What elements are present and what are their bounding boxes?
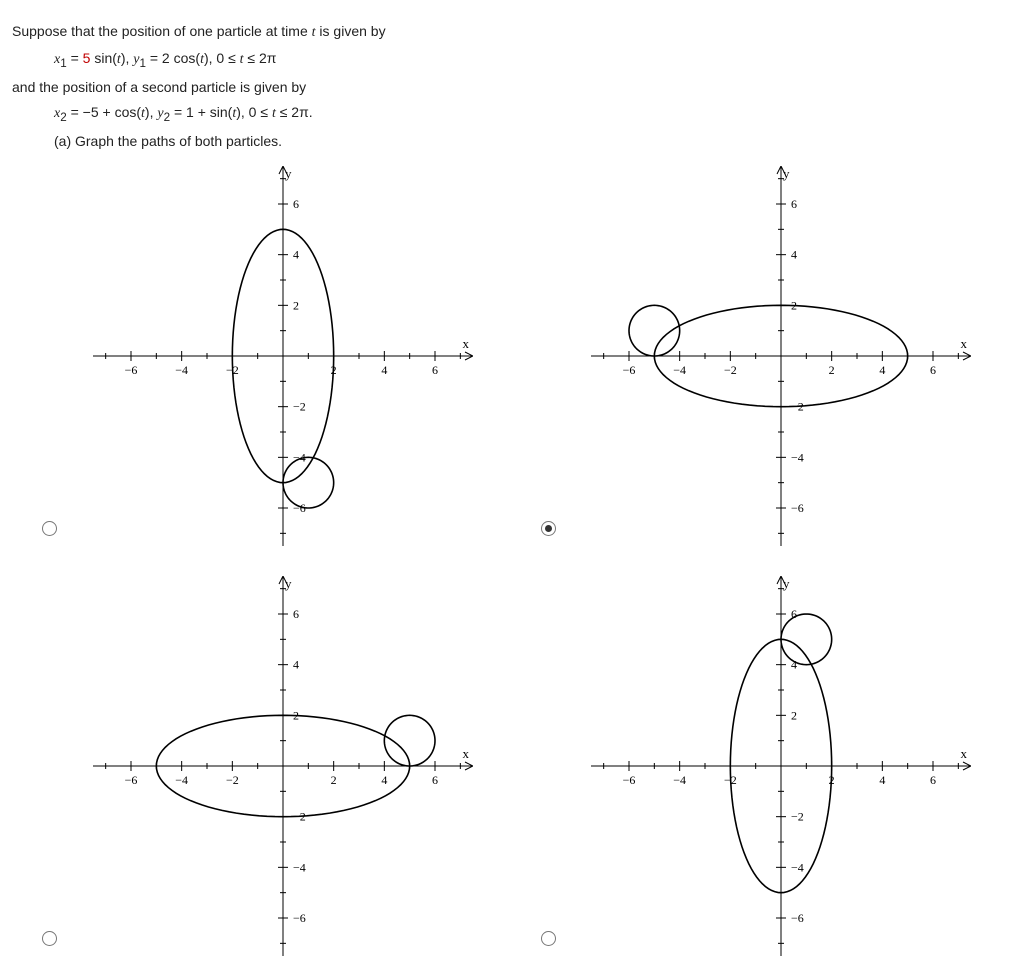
- svg-text:−6: −6: [623, 363, 636, 377]
- svg-text:4: 4: [381, 363, 387, 377]
- options-grid: −6 −6 −4 −4 −2 −2 2 2 4 4 6 6 x y −6 −6 −4 −4 −2 −2 2 2 4 4 6 6 x…: [12, 166, 1001, 956]
- svg-text:2: 2: [293, 298, 299, 312]
- svg-text:6: 6: [293, 607, 299, 621]
- svg-text:−2: −2: [226, 773, 239, 787]
- svg-text:x: x: [961, 746, 968, 761]
- svg-text:y: y: [285, 166, 292, 181]
- part-a: (a) Graph the paths of both particles.: [12, 132, 1001, 152]
- svg-text:−6: −6: [791, 501, 804, 515]
- plot-2: −6−6−4−4−2−2224466xy: [93, 576, 473, 956]
- svg-text:−6: −6: [124, 773, 137, 787]
- svg-text:6: 6: [791, 197, 797, 211]
- svg-text:6: 6: [432, 773, 438, 787]
- svg-text:6: 6: [432, 363, 438, 377]
- radio-option-3[interactable]: [541, 931, 556, 946]
- line1-post: is given by: [316, 23, 386, 39]
- svg-text:−4: −4: [791, 860, 804, 874]
- svg-text:−2: −2: [791, 810, 804, 824]
- svg-text:−6: −6: [293, 911, 306, 925]
- eq1-coef: 5: [83, 50, 95, 66]
- svg-text:−6: −6: [791, 911, 804, 925]
- svg-text:4: 4: [293, 658, 299, 672]
- svg-text:y: y: [285, 576, 292, 591]
- svg-text:6: 6: [293, 197, 299, 211]
- svg-text:4: 4: [880, 363, 886, 377]
- option-1: −6−6−4−4−2−2224466xy: [511, 166, 1002, 546]
- svg-text:4: 4: [381, 773, 387, 787]
- svg-text:4: 4: [293, 248, 299, 262]
- svg-text:−4: −4: [175, 773, 188, 787]
- svg-text:x: x: [462, 336, 469, 351]
- svg-text:−4: −4: [674, 363, 687, 377]
- line2: and the position of a second particle is…: [12, 78, 1001, 98]
- svg-text:2: 2: [829, 363, 835, 377]
- radio-option-1[interactable]: [541, 521, 556, 536]
- svg-text:−6: −6: [124, 363, 137, 377]
- radio-option-0[interactable]: [42, 521, 57, 536]
- plot-1: −6−6−4−4−2−2224466xy: [591, 166, 971, 546]
- option-0: −6−6−4−4−2−2224466xy: [12, 166, 503, 546]
- radio-option-2[interactable]: [42, 931, 57, 946]
- svg-text:2: 2: [791, 708, 797, 722]
- svg-text:2: 2: [330, 773, 336, 787]
- svg-text:6: 6: [930, 363, 936, 377]
- svg-text:−4: −4: [791, 450, 804, 464]
- plot-0: −6−6−4−4−2−2224466xy: [93, 166, 473, 546]
- svg-text:4: 4: [880, 773, 886, 787]
- svg-text:−2: −2: [724, 363, 737, 377]
- line1-pre: Suppose that the position of one particl…: [12, 23, 312, 39]
- svg-text:x: x: [462, 746, 469, 761]
- svg-text:−4: −4: [674, 773, 687, 787]
- svg-text:x: x: [961, 336, 968, 351]
- plot-3: −6−6−4−4−2−2224466xy: [591, 576, 971, 956]
- svg-text:−4: −4: [175, 363, 188, 377]
- option-3: −6−6−4−4−2−2224466xy: [511, 576, 1002, 956]
- option-2: −6−6−4−4−2−2224466xy: [12, 576, 503, 956]
- svg-text:4: 4: [791, 248, 797, 262]
- svg-text:y: y: [783, 576, 790, 591]
- svg-text:y: y: [783, 166, 790, 181]
- svg-text:6: 6: [930, 773, 936, 787]
- svg-text:−4: −4: [293, 860, 306, 874]
- svg-text:−6: −6: [623, 773, 636, 787]
- problem-statement: Suppose that the position of one particl…: [12, 22, 1001, 152]
- svg-text:−2: −2: [293, 400, 306, 414]
